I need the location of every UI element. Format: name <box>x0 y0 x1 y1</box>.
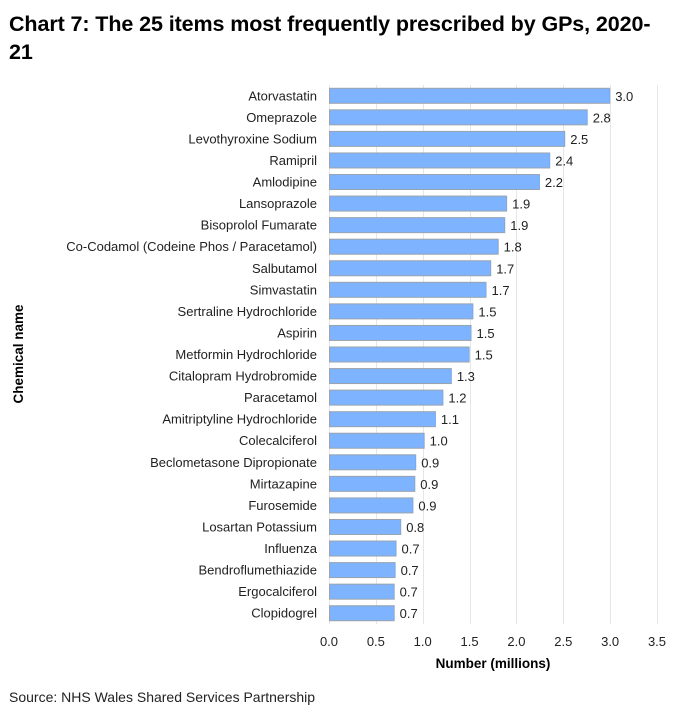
value-label: 2.5 <box>570 132 588 147</box>
value-label: 0.7 <box>401 563 419 578</box>
bar <box>329 324 472 341</box>
value-label: 0.7 <box>400 585 418 600</box>
value-label: 1.5 <box>477 326 495 341</box>
value-label: 1.5 <box>478 304 496 319</box>
category-label: Amitriptyline Hydrochloride <box>162 412 317 427</box>
value-label: 1.9 <box>512 197 530 212</box>
x-tick-label: 0.5 <box>367 634 385 649</box>
value-label: 1.8 <box>504 240 522 255</box>
bar <box>329 475 416 492</box>
source-note: Source: NHS Wales Shared Services Partne… <box>9 689 316 705</box>
category-label: Simvastatin <box>250 282 317 297</box>
category-label: Losartan Potassium <box>202 519 317 534</box>
bar <box>329 518 402 535</box>
bar <box>329 281 487 298</box>
x-tick-label: 1.5 <box>461 634 479 649</box>
x-axis-title: Number (millions) <box>436 656 551 671</box>
value-label: 2.2 <box>545 175 563 190</box>
bar <box>329 174 540 191</box>
bar <box>329 260 492 277</box>
chart-title: Chart 7: The 25 items most frequently pr… <box>9 12 651 64</box>
category-label: Clopidogrel <box>251 606 317 621</box>
value-label: 0.8 <box>406 520 424 535</box>
bar <box>329 583 395 600</box>
y-axis-title: Chemical name <box>11 304 26 404</box>
value-label: 1.1 <box>441 412 459 427</box>
bar <box>329 540 397 557</box>
category-label: Bisoprolol Fumarate <box>201 218 317 233</box>
category-label: Influenza <box>264 541 318 556</box>
category-label: Mirtazapine <box>250 476 317 491</box>
x-tick-label: 2.0 <box>507 634 525 649</box>
category-label: Sertraline Hydrochloride <box>178 304 317 319</box>
category-label: Bendroflumethiazide <box>198 563 317 578</box>
value-label: 1.3 <box>457 369 475 384</box>
value-label: 0.9 <box>418 498 436 513</box>
value-label: 0.9 <box>421 455 439 470</box>
bar <box>329 432 425 449</box>
value-labels: 3.02.82.52.42.21.91.91.81.71.71.51.51.51… <box>400 89 634 621</box>
category-label: Aspirin <box>277 325 317 340</box>
x-tick-label: 1.0 <box>414 634 432 649</box>
category-label: Ergocalciferol <box>238 584 317 599</box>
value-label: 0.9 <box>420 477 438 492</box>
category-label: Ramipril <box>269 153 317 168</box>
category-label: Furosemide <box>248 498 317 513</box>
bar <box>329 87 611 104</box>
category-label: Omeprazole <box>246 110 317 125</box>
value-label: 1.9 <box>510 218 528 233</box>
bar <box>329 238 499 255</box>
bar <box>329 562 396 579</box>
bar <box>329 152 551 169</box>
bar <box>329 303 474 320</box>
value-label: 0.7 <box>402 542 420 557</box>
bar <box>329 411 436 428</box>
category-label: Lansoprazole <box>239 196 317 211</box>
bar <box>329 454 417 471</box>
bar <box>329 368 452 385</box>
value-label: 1.5 <box>475 348 493 363</box>
category-label: Beclometasone Dipropionate <box>150 455 317 470</box>
value-label: 1.0 <box>430 434 448 449</box>
category-label: Co-Codamol (Codeine Phos / Paracetamol) <box>66 239 317 254</box>
bar <box>329 217 506 234</box>
x-tick-label: 3.5 <box>648 634 666 649</box>
value-label: 1.2 <box>448 391 466 406</box>
category-label: Amlodipine <box>253 175 317 190</box>
category-label: Citalopram Hydrobromide <box>169 369 317 384</box>
x-tick-label: 3.0 <box>601 634 619 649</box>
bar <box>329 497 414 514</box>
bar <box>329 389 444 406</box>
bar <box>329 130 566 147</box>
value-label: 1.7 <box>496 261 514 276</box>
value-label: 2.8 <box>593 110 611 125</box>
x-tick-label: 0.0 <box>320 634 338 649</box>
bar <box>329 605 395 622</box>
value-label: 2.4 <box>555 153 573 168</box>
bars <box>329 87 611 622</box>
value-label: 0.7 <box>400 606 418 621</box>
category-label: Paracetamol <box>244 390 317 405</box>
category-label: Colecalciferol <box>239 433 317 448</box>
x-tick-label: 2.5 <box>554 634 572 649</box>
category-label: Atorvastatin <box>248 88 317 103</box>
category-label: Metformin Hydrochloride <box>175 347 317 362</box>
bar <box>329 346 470 363</box>
bar <box>329 195 508 212</box>
category-labels: Atorvastatin Omeprazole Levothyroxine Sodi… <box>66 88 318 620</box>
value-label: 3.0 <box>615 89 633 104</box>
value-label: 1.7 <box>492 283 510 298</box>
x-tick-labels: 0.0 0.5 1.0 1.5 2.0 2.5 3.0 3.5 <box>320 634 666 649</box>
category-label: Salbutamol <box>252 261 317 276</box>
category-label: Levothyroxine Sodium <box>188 131 317 146</box>
bar <box>329 109 588 126</box>
